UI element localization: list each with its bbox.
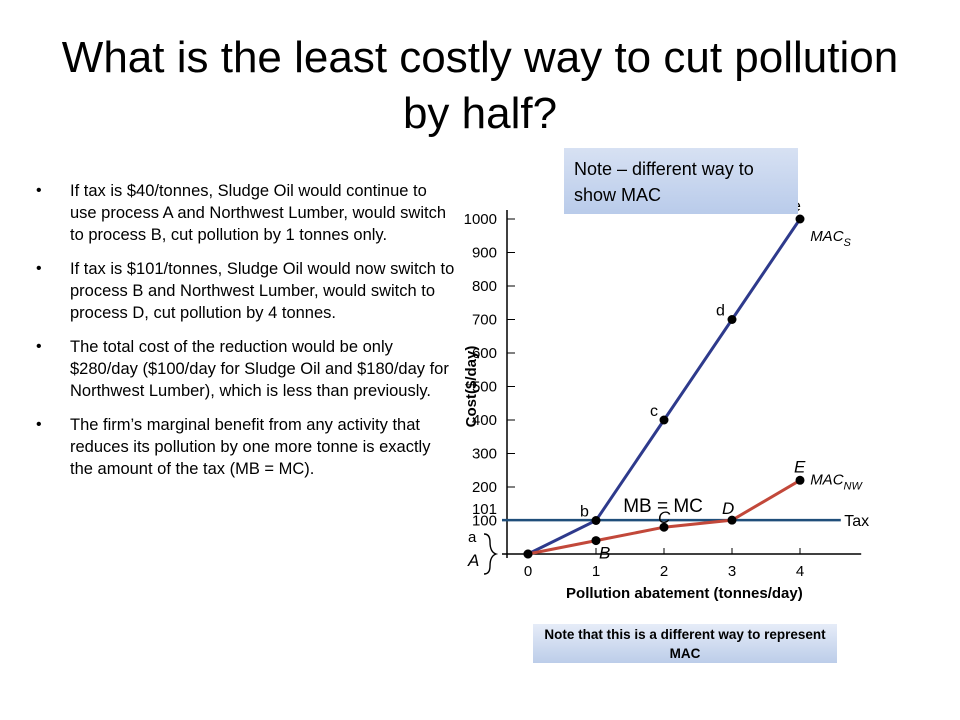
mac-chart: 100 200 300 400 500 600 700 800 900 1000 101 aA 0 1 2 3…: [463, 198, 869, 602]
bullet-text: The total cost of the reduction would be…: [70, 338, 449, 400]
bullet-text: If tax is $101/tonnes, Sludge Oil would …: [70, 260, 455, 322]
data-point-C: [659, 522, 669, 532]
y-label-brace: [483, 533, 499, 575]
y-tick-label: 1000: [464, 211, 497, 228]
bullet-text: The firm’s marginal benefit from any act…: [70, 416, 431, 478]
x-tick-label: 4: [796, 563, 804, 580]
y-tick-label: 800: [472, 278, 497, 295]
point-label-C: C: [658, 508, 671, 527]
data-point-d: [727, 315, 737, 324]
y-tick-label: 100: [472, 513, 497, 530]
x-tick-label: 3: [728, 563, 736, 580]
bullet-symbol: •: [36, 182, 42, 199]
point-label-D: D: [722, 499, 734, 518]
y-tick-label: 600: [472, 345, 497, 362]
bullet-symbol: •: [36, 260, 42, 277]
data-point-E: [795, 475, 805, 485]
data-point-D: [727, 515, 737, 525]
data-point-A: [523, 549, 533, 559]
data-point-B: [591, 536, 601, 546]
y-tick-label: 300: [472, 446, 497, 463]
point-label-d: d: [716, 303, 725, 320]
bullet-item: • If tax is $101/tonnes, Sludge Oil would…: [36, 258, 456, 324]
y-label-A: A: [467, 551, 479, 570]
bullet-symbol: •: [36, 416, 42, 433]
y-tick-label: 700: [472, 312, 497, 329]
data-point-c: [659, 415, 669, 425]
curve-label-mac-nw: MACNW: [810, 471, 863, 492]
y-tick-label: 500: [472, 379, 497, 396]
slide-title: What is the least costly way to cut poll…: [61, 33, 899, 138]
x-axis-title: Pollution abatement (tonnes/day): [566, 585, 803, 602]
tax-line-label: Tax: [844, 513, 869, 530]
bullet-symbol: •: [36, 338, 42, 355]
bullet-item: • The total cost of the reduction would b…: [36, 336, 456, 402]
y-tick-label: 200: [472, 479, 497, 496]
data-point-e: [795, 214, 805, 224]
y-tick-label-tax: 101: [472, 501, 497, 518]
mb-mc-label: MB = MC: [623, 496, 703, 517]
bullet-item: • If tax is $40/tonnes, Sludge Oil would …: [36, 180, 456, 246]
bottom-note: Note that this is a different way to rep…: [533, 624, 837, 663]
curve-label-mac-s: MACS: [810, 228, 851, 249]
point-label-c: c: [650, 403, 658, 420]
point-label-E: E: [794, 457, 806, 476]
y-axis-title: Cost($/day): [463, 346, 480, 428]
x-tick-label: 0: [524, 563, 532, 580]
y-label-a: a: [468, 529, 477, 546]
bullet-item: • The firm’s marginal benefit from any ac…: [36, 414, 456, 480]
note-box: Note – different way to show MAC: [564, 148, 798, 214]
y-tick-label: 900: [472, 245, 497, 262]
point-label-b: b: [580, 504, 589, 521]
x-tick-label: 2: [660, 563, 668, 580]
data-point-b: [591, 516, 601, 525]
bullet-text: If tax is $40/tonnes, Sludge Oil would c…: [70, 182, 447, 244]
bullet-list: • If tax is $40/tonnes, Sludge Oil would …: [36, 180, 456, 492]
x-tick-label: 1: [592, 563, 600, 580]
y-tick-label: 400: [472, 412, 497, 429]
point-label-B: B: [599, 544, 610, 563]
